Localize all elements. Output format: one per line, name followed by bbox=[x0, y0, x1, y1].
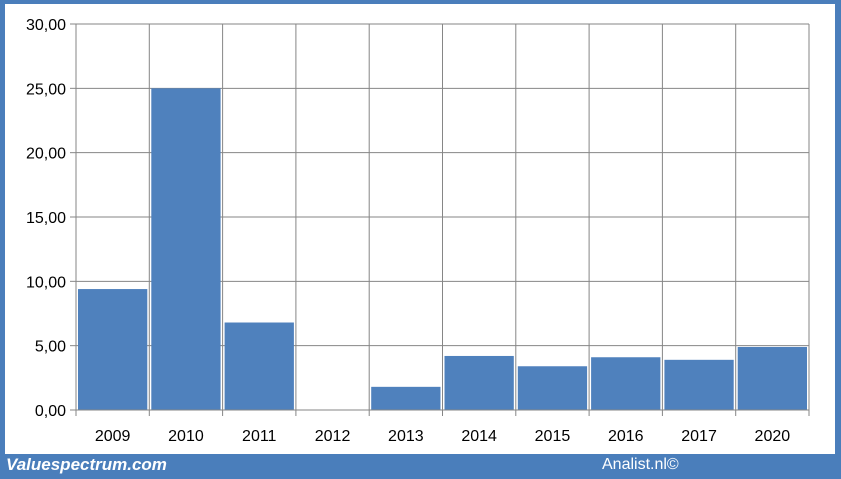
y-tick-label: 30,00 bbox=[26, 17, 66, 34]
x-tick-label: 2013 bbox=[388, 428, 424, 445]
x-tick-label: 2020 bbox=[755, 428, 791, 445]
bar-2017 bbox=[664, 359, 734, 410]
x-tick-label: 2012 bbox=[315, 428, 351, 445]
bars bbox=[78, 88, 807, 410]
analist-credit: Analist.nl© bbox=[602, 456, 679, 473]
x-tick-label: 2014 bbox=[461, 428, 497, 445]
bar-2009 bbox=[78, 289, 148, 410]
y-tick-label: 15,00 bbox=[26, 210, 66, 227]
y-tick-label: 10,00 bbox=[26, 274, 66, 291]
bar-2020 bbox=[737, 346, 807, 410]
bar-2016 bbox=[591, 357, 661, 410]
x-tick-label: 2011 bbox=[242, 428, 277, 445]
bar-2014 bbox=[444, 355, 514, 410]
axes bbox=[70, 23, 810, 416]
valuespectrum-watermark: Valuespectrum.com bbox=[6, 455, 167, 474]
x-tick-label: 2009 bbox=[95, 428, 131, 445]
bar-2010 bbox=[151, 88, 221, 410]
bar-2011 bbox=[224, 322, 294, 410]
x-tick-label: 2015 bbox=[535, 428, 571, 445]
y-tick-label: 25,00 bbox=[26, 81, 66, 98]
bar-2015 bbox=[517, 366, 588, 410]
x-tick-label: 2016 bbox=[608, 428, 644, 445]
x-tick-labels: 2009 2010 2011 2012 2013 2014 2015 2016 2017 2020 bbox=[95, 428, 790, 445]
bar-2013 bbox=[371, 386, 441, 410]
x-tick-label: 2017 bbox=[681, 428, 717, 445]
y-tick-label: 0,00 bbox=[35, 403, 66, 420]
y-tick-labels: 0,00 5,00 10,00 15,00 20,00 25,00 30,00 bbox=[26, 17, 66, 420]
y-tick-label: 5,00 bbox=[35, 339, 66, 356]
x-tick-label: 2010 bbox=[168, 428, 204, 445]
y-tick-label: 20,00 bbox=[26, 146, 66, 163]
